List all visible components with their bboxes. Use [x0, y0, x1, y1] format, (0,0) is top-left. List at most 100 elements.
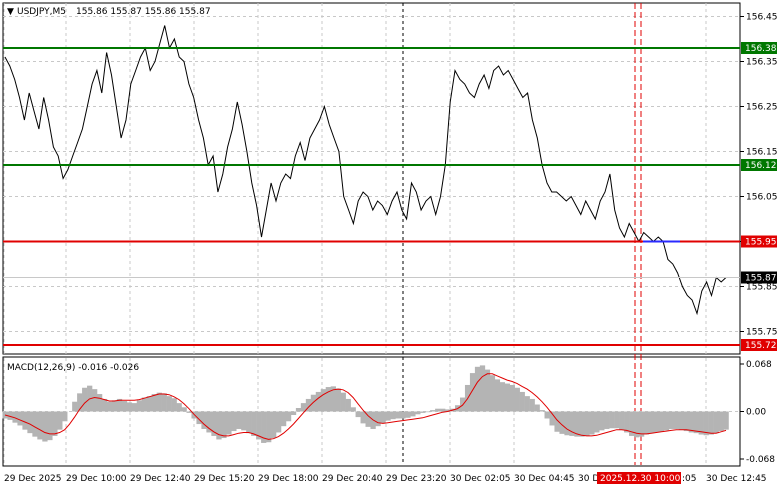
macd-histogram-bar [405, 411, 411, 418]
macd-histogram-bar [62, 411, 68, 422]
price-tick-label: 156.45 [746, 13, 778, 23]
macd-histogram-bar [350, 407, 356, 412]
time-tick-label: 29 Dec 23:20 [386, 474, 447, 484]
macd-signal-line [4, 373, 727, 440]
macd-histogram-bar [648, 411, 655, 434]
price-tick-label: 156.35 [746, 58, 778, 68]
macd-tick-label: 0.068 [746, 360, 772, 370]
macd-histogram-bar [116, 398, 123, 412]
macd-histogram-bar [624, 411, 630, 433]
macd-histogram-bar [335, 388, 341, 412]
macd-histogram-bar [315, 391, 322, 412]
macd-histogram-bar [305, 398, 312, 412]
macd-histogram-bar [92, 389, 98, 412]
macd-histogram-bar [599, 411, 605, 431]
macd-histogram-bar [151, 394, 157, 412]
macd-histogram-bar [678, 411, 685, 430]
macd-histogram-bar [564, 411, 570, 436]
macd-histogram-bar [32, 411, 38, 437]
macd-histogram-bar [57, 411, 63, 430]
macd-histogram-bar [141, 397, 148, 412]
macd-histogram-bar [211, 411, 217, 436]
macd-histogram-bar [77, 393, 83, 412]
macd-histogram-bar [261, 411, 267, 443]
macd-histogram-bar [514, 387, 520, 412]
macd-histogram-bar [494, 379, 501, 412]
time-tick-label: 30 Dec 04:45 [514, 474, 575, 484]
macd-histogram-bar [609, 411, 615, 429]
macd-histogram-bar [504, 383, 510, 412]
symbol-timeframe-label: USDJPY,M5 [17, 7, 66, 17]
macd-histogram-bar [668, 411, 675, 429]
price-tick-label: 155.75 [746, 328, 778, 338]
macd-histogram-bar [340, 392, 346, 412]
horizontal-levels[interactable] [3, 47, 740, 346]
macd-tick-label: -0.068 [746, 455, 775, 465]
macd-histogram-bar [375, 411, 381, 427]
macd-histogram-bar [82, 387, 88, 412]
macd-histogram-bar [246, 411, 252, 434]
macd-histogram-bar [614, 411, 620, 429]
macd-histogram-bar [688, 411, 694, 433]
macd-histogram-bar [221, 411, 227, 439]
macd-histogram-bar [7, 411, 13, 420]
symbol-dropdown-arrow-icon[interactable]: ▼ [7, 7, 14, 17]
time-tick-label: 30 Dec 02:05 [450, 474, 511, 484]
macd-histogram-bar [519, 391, 525, 412]
macd-histogram-bar [534, 404, 540, 412]
macd-histogram-bar [106, 401, 113, 412]
macd-histogram-bar [638, 411, 645, 437]
macd-tick-label: 0.00 [746, 408, 766, 418]
macd-histogram-bar [643, 411, 650, 435]
time-marker-badge [597, 472, 681, 484]
macd-histogram-bar [708, 411, 714, 435]
macd-histogram-bar [703, 411, 709, 436]
macd-histogram-bar [345, 398, 351, 412]
level-label: 156.12 [745, 161, 777, 171]
macd-histogram-bar [479, 365, 486, 412]
macd-histogram-bar [529, 398, 535, 412]
price-tick-label: 156.05 [746, 193, 778, 203]
macd-histogram-bar [713, 411, 719, 434]
macd-histogram-bar [37, 411, 43, 440]
macd-histogram-bar [201, 411, 207, 429]
macd-histogram-bar [619, 411, 625, 430]
macd-histogram-bar [256, 411, 262, 440]
macd-histogram-bar [524, 396, 530, 412]
level-label: 156.38 [745, 44, 777, 54]
level-label: 155.72 [745, 341, 777, 351]
macd-histogram-bar [231, 411, 237, 432]
grid [3, 3, 740, 465]
macd-histogram-bar [629, 411, 635, 436]
time-tick-label: 29 Dec 18:00 [258, 474, 319, 484]
macd-histogram-bar [290, 411, 297, 415]
macd-histogram-bar [176, 403, 182, 412]
macd-histogram-bar [355, 411, 361, 418]
price-series [3, 25, 740, 316]
current-price-badge [741, 271, 777, 284]
ohlc-readout: 155.86 155.87 155.86 155.87 [76, 7, 211, 17]
macd-series [2, 365, 729, 443]
macd-histogram-bar [484, 369, 491, 412]
macd-histogram-bar [658, 411, 665, 432]
macd-histogram-bar [445, 409, 451, 412]
macd-histogram-bar [360, 411, 366, 424]
macd-histogram-bar [489, 375, 496, 412]
macd-histogram-bar [251, 411, 257, 436]
macd-histogram-bar [27, 411, 33, 434]
macd-histogram-bar [96, 394, 103, 412]
price-tick-label: 156.25 [746, 103, 778, 113]
macd-histogram-bar [121, 401, 128, 412]
macd-histogram-bar [236, 411, 242, 429]
macd-histogram-bar [653, 411, 660, 433]
macd-histogram-bar [266, 411, 272, 443]
macd-histogram-bar [111, 400, 118, 412]
macd-histogram-bar [673, 411, 680, 429]
macd-histogram-bar [574, 411, 580, 437]
macd-histogram-bar [539, 410, 545, 412]
macd-histogram-bar [325, 387, 331, 412]
price-tick-label: 156.15 [746, 148, 778, 158]
macd-histogram-bar [52, 411, 58, 436]
